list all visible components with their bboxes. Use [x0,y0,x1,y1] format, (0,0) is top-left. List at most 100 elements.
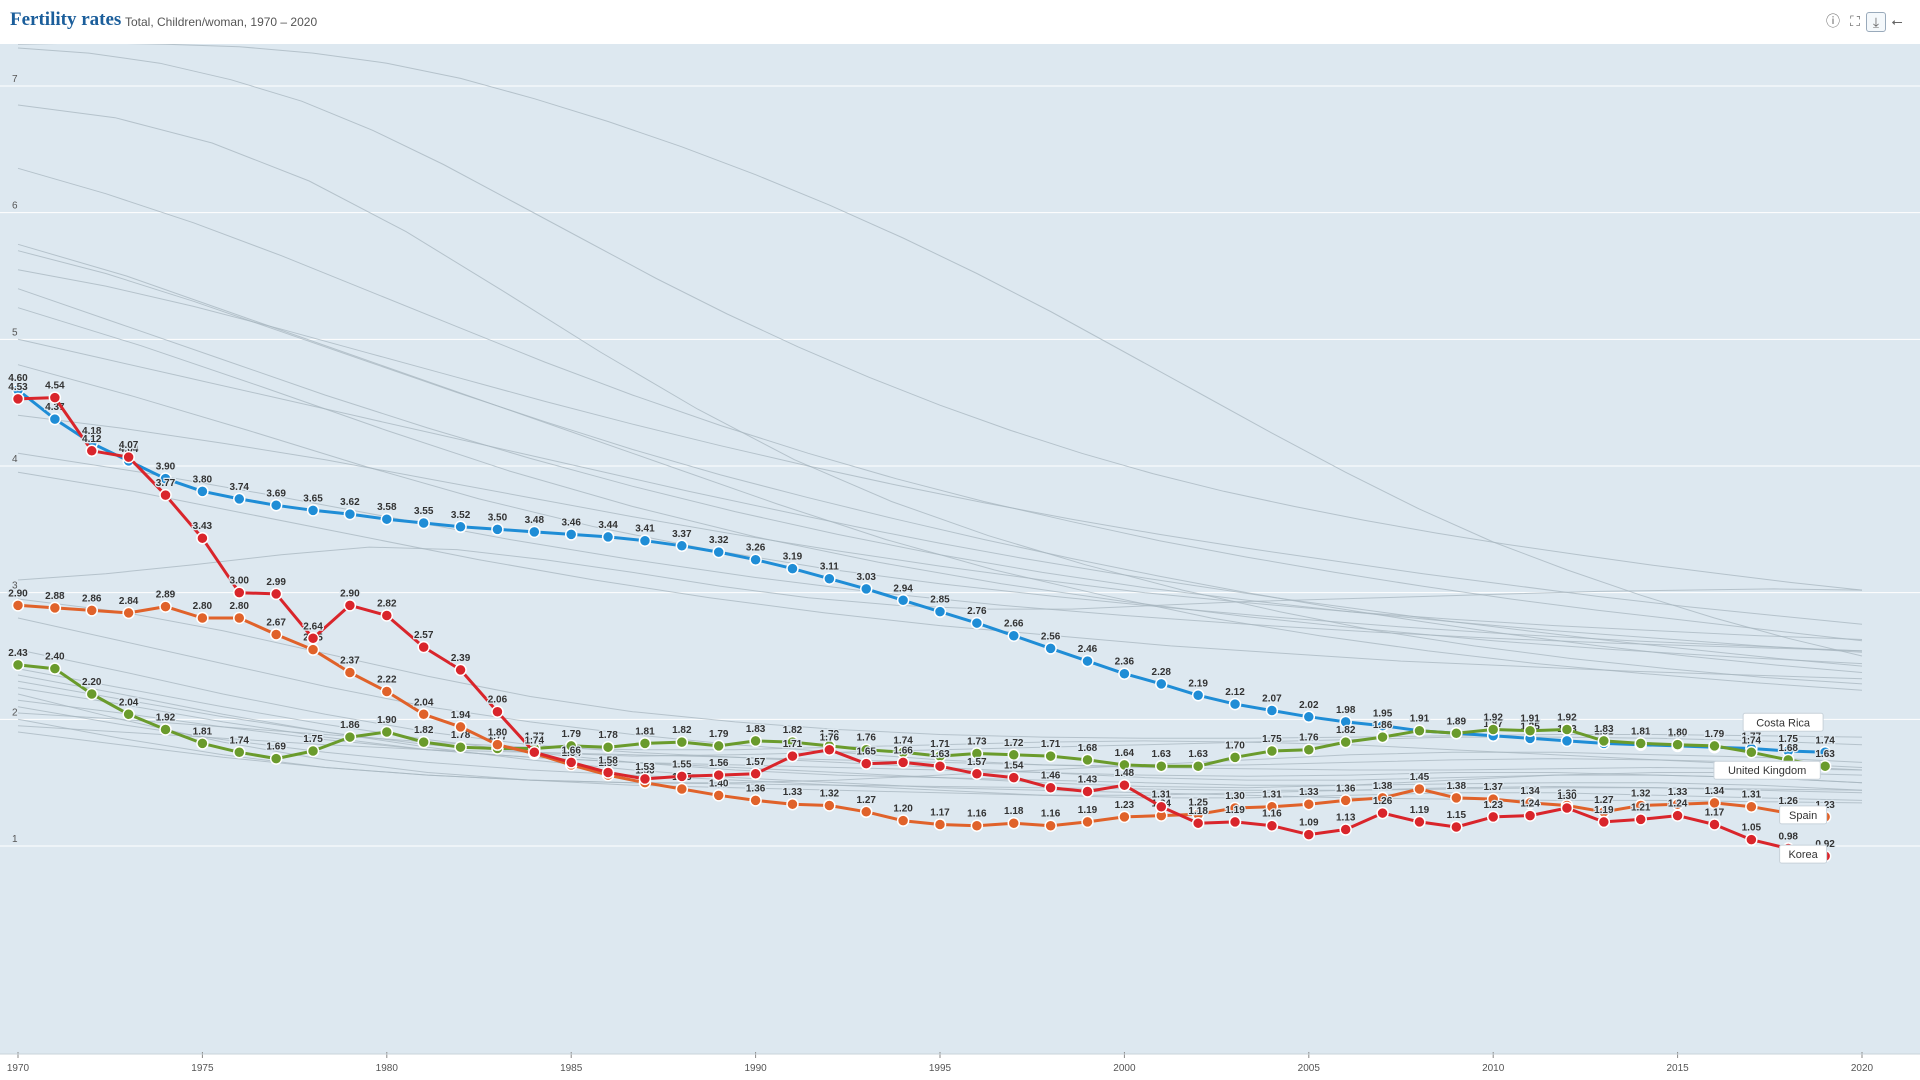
data-point[interactable] [712,789,725,802]
data-point[interactable] [1450,820,1463,834]
data-point[interactable] [859,582,873,596]
data-point[interactable] [1339,794,1352,807]
data-point[interactable] [122,708,135,721]
data-point[interactable] [933,818,947,831]
data-point[interactable] [417,708,430,721]
data-point[interactable] [1450,791,1463,805]
data-point[interactable] [1081,654,1094,668]
data-point[interactable] [1450,727,1463,740]
data-point[interactable] [1265,744,1279,758]
data-point[interactable] [786,749,799,763]
data-point[interactable] [564,756,578,769]
data-point[interactable] [1634,813,1647,826]
data-point[interactable] [48,391,62,404]
data-point[interactable] [454,740,467,754]
data-point[interactable] [1634,799,1647,812]
data-point[interactable] [749,794,762,807]
data-point[interactable] [159,723,172,736]
data-point[interactable] [970,616,984,630]
data-point[interactable] [1007,748,1021,762]
data-point[interactable] [786,797,799,811]
data-point[interactable] [1265,800,1279,813]
data-point[interactable] [1302,710,1316,724]
data-point[interactable] [1413,724,1426,737]
data-point[interactable] [85,604,99,617]
data-point[interactable] [1118,778,1131,792]
data-point[interactable] [1523,724,1537,737]
data-point[interactable] [417,516,430,530]
data-point[interactable] [1228,815,1242,829]
data-point[interactable] [1523,809,1537,822]
data-point[interactable] [1413,815,1426,829]
series-korea[interactable]: 4.53 4.54 4.12 4.07 3.77 3.43 3.00 2.99 2.64 2.90… [7,379,1837,863]
data-point[interactable] [1486,810,1500,824]
data-point[interactable] [1007,771,1021,784]
data-point[interactable] [11,392,25,406]
data-point[interactable] [380,512,394,526]
data-point[interactable] [896,756,910,769]
data-point[interactable] [749,553,762,566]
data-point[interactable] [269,752,283,765]
data-point[interactable] [1081,815,1094,829]
data-point[interactable] [269,587,283,601]
data-point[interactable] [491,523,504,536]
data-point[interactable] [454,720,467,734]
data-point[interactable] [85,444,99,458]
data-point[interactable] [1634,737,1647,750]
data-point[interactable] [380,609,394,622]
data-point[interactable] [454,520,467,534]
data-point[interactable] [823,743,836,756]
data-point[interactable] [1265,819,1279,832]
data-point[interactable] [1560,801,1574,815]
data-point[interactable] [454,663,467,677]
data-point[interactable] [196,531,209,545]
data-point[interactable] [528,746,541,759]
data-point[interactable] [233,746,246,759]
data-point[interactable] [1745,746,1758,759]
data-point[interactable] [1597,734,1611,748]
data-point[interactable] [749,734,762,748]
data-point[interactable] [159,600,172,613]
data-point[interactable] [1118,810,1131,824]
data-point[interactable] [491,705,504,718]
data-point[interactable] [1118,758,1131,772]
data-point[interactable] [1155,800,1168,813]
data-point[interactable] [1007,816,1021,830]
data-point[interactable] [1708,818,1721,831]
data-point[interactable] [675,782,689,796]
data-point[interactable] [1007,629,1021,642]
data-point[interactable] [306,504,320,517]
data-point[interactable] [269,628,283,641]
data-point[interactable] [343,730,357,744]
data-point[interactable] [1745,833,1758,846]
data-point[interactable] [1191,759,1205,773]
data-point[interactable] [1081,785,1094,798]
data-point[interactable] [638,737,652,750]
data-point[interactable] [306,632,320,645]
data-point[interactable] [712,768,725,782]
series-spain[interactable]: 2.902.882.862.842.892.802.802.672.552.37… [7,587,1837,832]
data-point[interactable] [564,528,578,541]
data-point[interactable] [196,611,209,625]
data-point[interactable] [1339,735,1352,749]
data-point[interactable] [1191,689,1205,702]
highlighted-series[interactable]: 4.604.374.184.043.903.803.743.69 3.65 3.62… [7,372,1837,863]
data-point[interactable] [1523,796,1537,810]
data-point[interactable] [675,770,689,783]
data-point[interactable] [233,611,246,625]
data-point[interactable] [601,740,615,754]
data-point[interactable] [1044,749,1057,763]
data-point[interactable] [1413,782,1426,796]
data-point[interactable] [233,492,246,506]
data-point[interactable] [1818,759,1832,773]
download-icon[interactable]: ⤓ [1866,12,1886,32]
data-point[interactable] [1597,815,1611,829]
data-point[interactable] [306,744,320,758]
data-point[interactable] [343,507,357,521]
data-point[interactable] [675,735,689,749]
data-point[interactable] [970,767,984,781]
data-point[interactable] [601,766,615,779]
data-point[interactable] [859,805,873,819]
data-point[interactable] [896,814,910,827]
data-point[interactable] [417,640,430,654]
